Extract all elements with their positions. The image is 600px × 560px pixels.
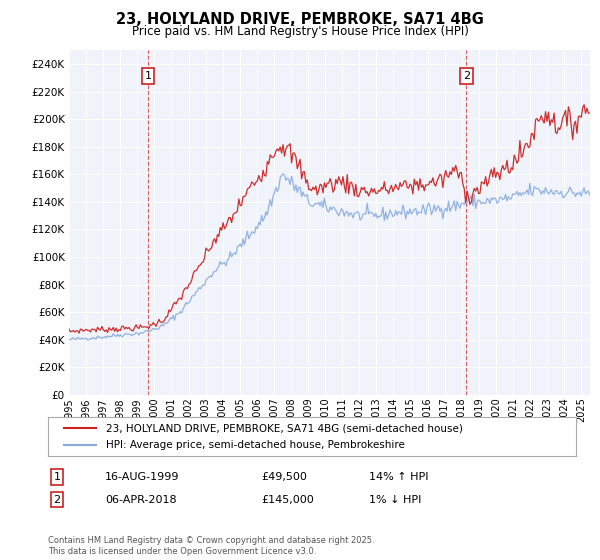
Text: 23, HOLYLAND DRIVE, PEMBROKE, SA71 4BG: 23, HOLYLAND DRIVE, PEMBROKE, SA71 4BG — [116, 12, 484, 27]
Text: 1: 1 — [53, 472, 61, 482]
Text: 1% ↓ HPI: 1% ↓ HPI — [369, 494, 421, 505]
Text: 1: 1 — [145, 71, 151, 81]
Text: 06-APR-2018: 06-APR-2018 — [105, 494, 176, 505]
Text: Contains HM Land Registry data © Crown copyright and database right 2025.
This d: Contains HM Land Registry data © Crown c… — [48, 536, 374, 556]
Text: 2: 2 — [463, 71, 470, 81]
Text: Price paid vs. HM Land Registry's House Price Index (HPI): Price paid vs. HM Land Registry's House … — [131, 25, 469, 38]
Text: £145,000: £145,000 — [261, 494, 314, 505]
Text: £49,500: £49,500 — [261, 472, 307, 482]
Text: HPI: Average price, semi-detached house, Pembrokeshire: HPI: Average price, semi-detached house,… — [106, 440, 405, 450]
Text: 2: 2 — [53, 494, 61, 505]
Text: 16-AUG-1999: 16-AUG-1999 — [105, 472, 179, 482]
Text: 23, HOLYLAND DRIVE, PEMBROKE, SA71 4BG (semi-detached house): 23, HOLYLAND DRIVE, PEMBROKE, SA71 4BG (… — [106, 423, 463, 433]
Text: 14% ↑ HPI: 14% ↑ HPI — [369, 472, 428, 482]
